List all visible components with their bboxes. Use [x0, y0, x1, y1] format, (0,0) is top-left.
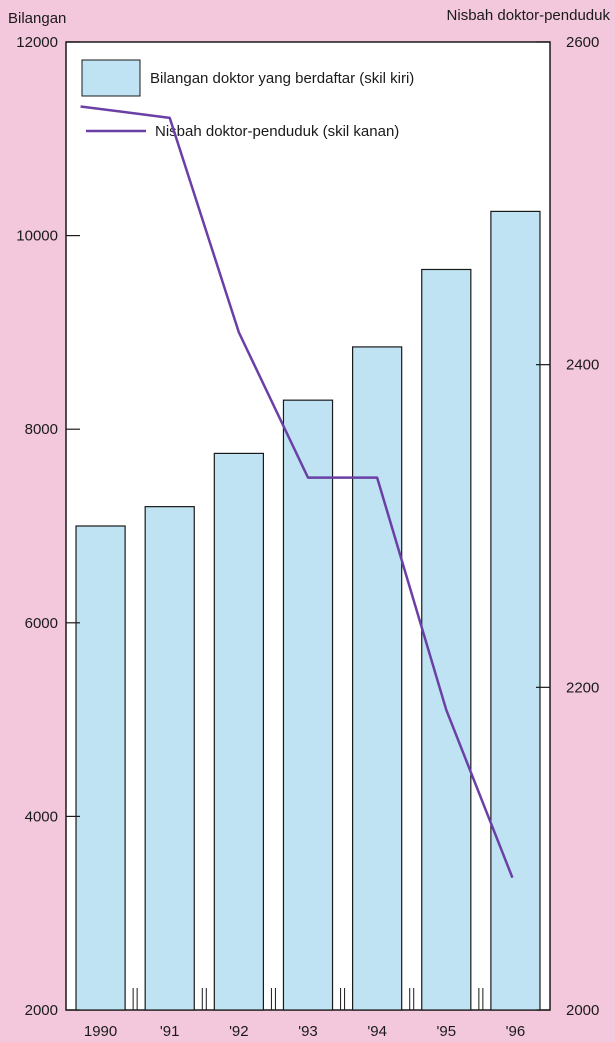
- legend-bar-swatch: [81, 59, 141, 97]
- y-right-tick-label: 2000: [566, 1002, 599, 1019]
- bar-series: [75, 210, 541, 1011]
- x-tick-label: '96: [506, 1023, 526, 1040]
- x-tick-label: '92: [229, 1023, 249, 1040]
- bar: [351, 346, 403, 1011]
- x-tick-label: '95: [437, 1023, 457, 1040]
- y-left-tick-label: 8000: [25, 421, 58, 438]
- axis-ticks: 1990 '91 '92 '93 '94 '95 '96 2000 4000 6000 8000 10…: [16, 34, 599, 1040]
- bar: [75, 525, 126, 1011]
- x-tick-label: '91: [160, 1023, 180, 1040]
- bar: [421, 268, 472, 1011]
- x-tick-label: '94: [367, 1023, 387, 1040]
- legend-line-label: Nisbah doktor-penduduk (skil kanan): [155, 123, 399, 140]
- left-axis-title: Bilangan: [8, 10, 66, 27]
- bar: [282, 399, 334, 1011]
- y-right-tick-label: 2200: [566, 679, 599, 696]
- y-right-tick-label: 2600: [566, 34, 599, 51]
- y-left-tick-label: 4000: [25, 808, 58, 825]
- x-tick-label: 1990: [84, 1023, 117, 1040]
- bar: [490, 210, 541, 1011]
- y-left-tick-label: 6000: [25, 615, 58, 632]
- x-tick-label: '93: [298, 1023, 318, 1040]
- y-left-tick-label: 10000: [16, 228, 58, 245]
- bar: [144, 506, 195, 1011]
- right-axis-title: Nisbah doktor-penduduk: [447, 7, 611, 24]
- ratio-line: [80, 105, 514, 879]
- bar: [213, 452, 265, 1011]
- legend-bar-label: Bilangan doktor yang berdaftar (skil kir…: [150, 70, 414, 87]
- legend: Bilangan doktor yang berdaftar (skil kir…: [81, 59, 414, 140]
- y-right-tick-label: 2400: [566, 357, 599, 374]
- y-left-tick-label: 12000: [16, 34, 58, 51]
- y-left-tick-label: 2000: [25, 1002, 58, 1019]
